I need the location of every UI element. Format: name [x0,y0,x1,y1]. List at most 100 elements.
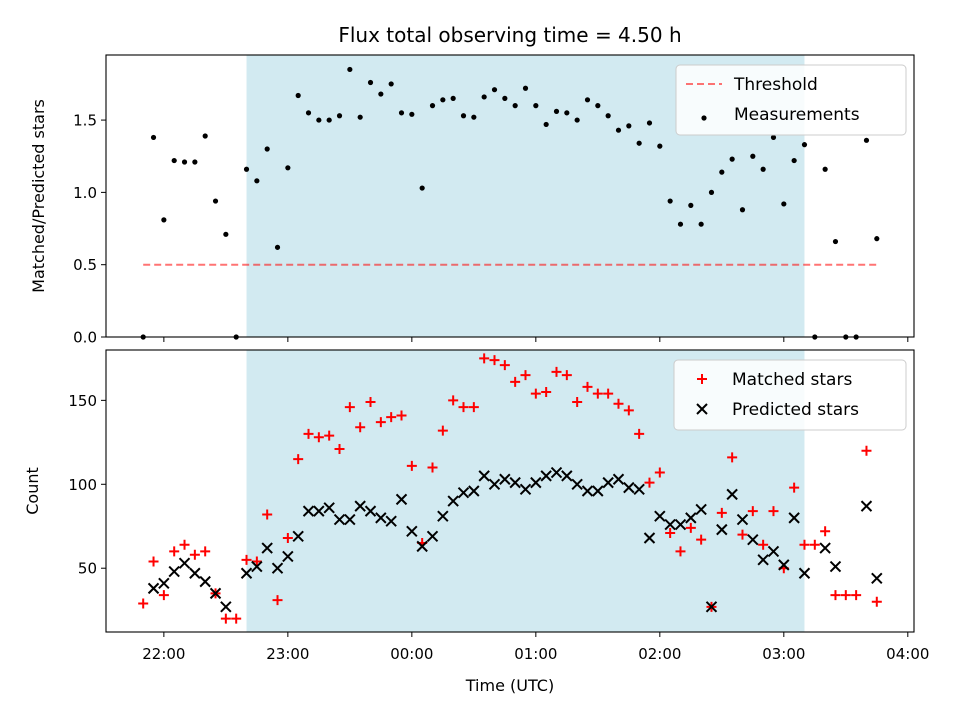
predicted-star-point [323,502,335,514]
measurement-point [212,198,219,204]
measurement-point [419,185,425,191]
predicted-star-point [519,483,532,496]
matched-star-point [458,402,469,413]
matched-star-point [551,366,562,377]
measurement-point [801,142,808,148]
measurement-point [760,166,766,172]
measurement-point [791,157,797,164]
axes-frame [105,349,915,633]
measurement-point [677,221,684,227]
predicted-star-point [478,470,490,482]
predicted-star-point [705,601,718,613]
matched-star-point [158,590,169,601]
predicted-star-point [271,562,284,574]
predicted-star-point [209,587,222,600]
measurement-point [502,95,508,101]
measurement-point [367,79,374,86]
predicted-star-point [819,542,831,554]
predicted-star-point [581,485,594,497]
measurement-point [150,134,157,141]
matched-star-point [809,539,820,550]
matched-star-point [747,506,758,517]
predicted-star-point [767,545,780,558]
matched-star-point [148,556,159,567]
matched-star-point [169,546,180,557]
matched-star-point [251,556,262,567]
predicted-star-point [168,565,180,578]
measurement-point [295,92,301,99]
measurement-point [388,81,394,87]
measurement-point [429,103,436,109]
predicted-star-point [437,510,449,522]
legend-label: Matched stars [732,370,852,390]
matched-star-point [499,360,510,371]
predicted-star-point [251,560,263,573]
matched-star-point [189,549,200,560]
matched-star-point [324,430,335,441]
predicted-star-point [716,523,728,536]
predicted-star-point [385,515,397,527]
series-matched-stars [138,353,882,624]
matched-star-point [768,506,779,517]
matched-star-point [365,397,376,408]
matched-star-point [489,355,500,366]
predicted-star-point [829,560,842,573]
matched-star-point [592,388,603,399]
matched-star-point [644,477,655,488]
measurement-point [698,221,704,227]
legend-predicted-swatch [696,403,708,415]
legend-matched-swatch [697,374,707,384]
x-axis-label: Time (UTC) [465,676,554,695]
predicted-star-point [406,525,418,537]
matched-star-point [603,388,614,399]
predicted-star-point [354,500,366,512]
predicted-star-point [147,582,160,595]
predicted-star-point [643,532,656,544]
measurement-point [615,127,622,133]
measurement-point [409,111,415,117]
legend-measurement-swatch [701,115,707,121]
predicted-star-point [292,530,304,543]
top-panel: 0.0 0.5 1.0 1.5 Matched/Predicted stars Thres… [29,54,915,347]
x-tick-label: 04:00 [886,645,929,663]
measurement-point [326,117,332,123]
x-tick-label: 03:00 [762,645,805,663]
matched-star-point [654,467,665,478]
matched-star-point [262,509,273,520]
predicted-star-point [178,557,191,569]
x-tick-label: 00:00 [390,645,433,663]
legend-label: Threshold [733,75,818,95]
matched-star-point [851,590,862,601]
legend: Threshold Measurements [675,64,907,136]
matched-star-point [138,598,149,609]
predicted-star-point [860,500,873,512]
measurement-point [739,207,746,213]
measurement-point [605,113,611,119]
measurement-point [574,117,580,123]
matched-star-point [716,507,727,518]
matched-star-point [427,462,438,473]
measurement-point [770,134,777,141]
predicted-star-point [530,476,542,489]
x-tick-label: 22:00 [142,645,185,663]
measurement-point [378,91,384,97]
matched-star-point [375,417,386,428]
matched-star-point [634,428,645,439]
predicted-star-point [158,577,170,590]
measurement-point [657,143,663,149]
legend-label: Measurements [734,105,860,125]
predicted-star-point [509,476,521,489]
predicted-star-point [612,473,625,485]
x-tick-label: 23:00 [266,645,309,663]
measurement-point [440,97,446,103]
measurement-point [181,159,188,165]
measurement-point [533,103,539,109]
y-axis-label: Count [23,467,42,515]
predicted-star-point [488,478,501,490]
matched-star-point [437,425,448,436]
matched-star-point [696,534,707,545]
predicted-star-point [778,559,790,571]
measurement-point [202,133,208,139]
predicted-star-point [654,510,666,522]
